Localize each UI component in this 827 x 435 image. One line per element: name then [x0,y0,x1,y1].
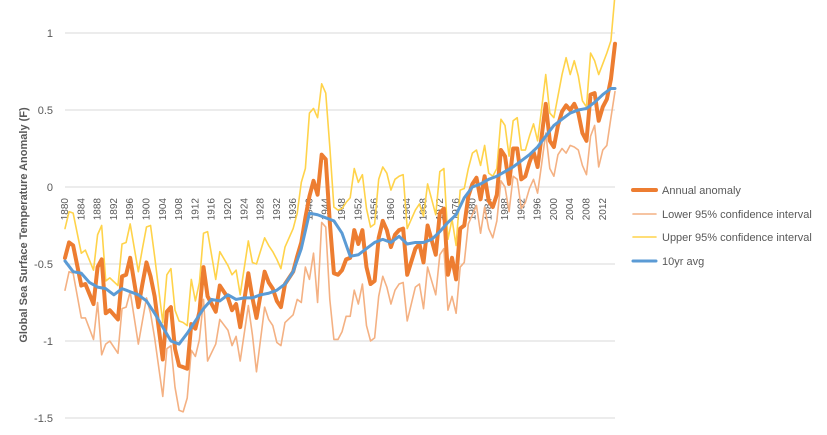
series-lines [63,0,617,413]
annual-anomaly-line [63,41,617,371]
legend-upper-ci: Upper 95% confidence interval [632,232,812,244]
x-tick-label: 1912 [190,198,201,221]
x-tick-label: 1976 [451,198,462,221]
x-tick-label: 1996 [533,198,544,221]
x-tick-label: 1972 [435,198,446,221]
x-tick-label: 1980 [467,198,478,221]
y-tick-label: 0 [47,182,53,194]
x-tick-label: 1896 [125,198,136,221]
x-tick-label: 1884 [76,198,87,221]
x-tick-label: 2012 [598,198,609,221]
x-tick-label: 1940 [304,198,315,221]
legend-label: Upper 95% confidence interval [662,232,812,244]
legend-lower-ci: Lower 95% confidence interval [632,209,812,221]
x-tick-label: 1936 [288,198,299,221]
legend-label: Annual anomaly [662,185,741,197]
y-axis-title: Global Sea Surface Temperature Anomaly (… [18,107,30,343]
x-tick-label: 2000 [549,198,560,221]
x-tick-label: 1888 [93,198,104,221]
x-tick-label: 1984 [484,198,495,221]
lower-ci-line [64,90,616,413]
x-tick-label: 1960 [386,198,397,221]
x-tick-label: 1880 [60,198,71,221]
gridlines [65,32,615,419]
legend: Annual anomaly Lower 95% confidence inter… [631,185,812,268]
legend-label: 10yr avg [662,256,704,268]
x-tick-label: 1900 [141,198,152,221]
y-tick-label: -1.5 [34,413,53,425]
x-tick-label: 2008 [581,198,592,221]
x-tick-label: 1924 [239,198,250,221]
x-tick-label: 1956 [370,198,381,221]
ten-year-avg-line [63,86,617,346]
x-tick-label: 1892 [109,198,120,221]
y-axis-ticks: 1 0.5 0 -0.5 -1 -1.5 [34,28,53,425]
y-tick-label: 1 [47,28,53,40]
x-tick-label: 2004 [565,198,576,221]
x-tick-label: 1988 [500,198,511,221]
legend-label: Lower 95% confidence interval [662,209,812,221]
y-tick-label: -0.5 [34,259,53,271]
x-tick-label: 1904 [158,198,169,221]
x-tick-label: 1944 [321,198,332,221]
x-tick-label: 1920 [223,198,234,221]
x-tick-label: 1928 [256,198,267,221]
x-tick-label: 1908 [174,198,185,221]
x-tick-label: 1964 [402,198,413,221]
y-tick-label: -1 [43,336,53,348]
legend-ten-year-avg: 10yr avg [631,256,704,268]
y-tick-label: 0.5 [38,105,53,117]
upper-ci-line [64,0,616,327]
x-tick-label: 1952 [353,198,364,221]
x-tick-label: 1932 [272,198,283,221]
x-tick-label: 1916 [207,198,218,221]
legend-annual-anomaly: Annual anomaly [631,185,741,197]
